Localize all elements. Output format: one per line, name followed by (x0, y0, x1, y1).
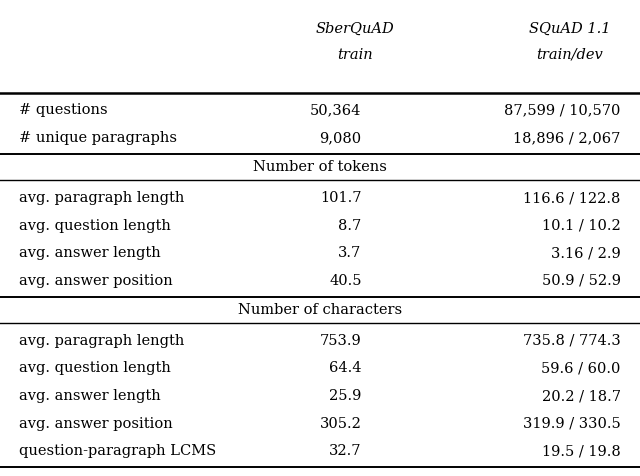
Text: 753.9: 753.9 (320, 334, 362, 348)
Text: avg. paragraph length: avg. paragraph length (19, 191, 184, 205)
Text: avg. answer position: avg. answer position (19, 274, 173, 288)
Text: 735.8 / 774.3: 735.8 / 774.3 (523, 334, 621, 348)
Text: 64.4: 64.4 (329, 361, 362, 376)
Text: 50.9 / 52.9: 50.9 / 52.9 (542, 274, 621, 288)
Text: 19.5 / 19.8: 19.5 / 19.8 (542, 444, 621, 458)
Text: SQuAD 1.1: SQuAD 1.1 (529, 21, 611, 35)
Text: 18,896 / 2,067: 18,896 / 2,067 (513, 131, 621, 145)
Text: # unique paragraphs: # unique paragraphs (19, 131, 177, 145)
Text: 32.7: 32.7 (329, 444, 362, 458)
Text: 10.1 / 10.2: 10.1 / 10.2 (542, 218, 621, 233)
Text: 305.2: 305.2 (320, 416, 362, 431)
Text: 25.9: 25.9 (329, 389, 362, 403)
Text: 40.5: 40.5 (329, 274, 362, 288)
Text: 59.6 / 60.0: 59.6 / 60.0 (541, 361, 621, 376)
Text: Number of tokens: Number of tokens (253, 160, 387, 174)
Text: avg. answer position: avg. answer position (19, 416, 173, 431)
Text: 319.9 / 330.5: 319.9 / 330.5 (523, 416, 621, 431)
Text: avg. answer length: avg. answer length (19, 389, 161, 403)
Text: 3.16 / 2.9: 3.16 / 2.9 (551, 246, 621, 260)
Text: avg. question length: avg. question length (19, 218, 171, 233)
Text: avg. paragraph length: avg. paragraph length (19, 334, 184, 348)
Text: # questions: # questions (19, 103, 108, 118)
Text: 101.7: 101.7 (320, 191, 362, 205)
Text: question-paragraph LCMS: question-paragraph LCMS (19, 444, 216, 458)
Text: 20.2 / 18.7: 20.2 / 18.7 (542, 389, 621, 403)
Text: 3.7: 3.7 (339, 246, 362, 260)
Text: 8.7: 8.7 (339, 218, 362, 233)
Text: 9,080: 9,080 (319, 131, 362, 145)
Text: train: train (337, 48, 373, 61)
Text: SberQuAD: SberQuAD (316, 21, 395, 35)
Text: 116.6 / 122.8: 116.6 / 122.8 (524, 191, 621, 205)
Text: avg. answer length: avg. answer length (19, 246, 161, 260)
Text: 87,599 / 10,570: 87,599 / 10,570 (504, 103, 621, 118)
Text: 50,364: 50,364 (310, 103, 362, 118)
Text: avg. question length: avg. question length (19, 361, 171, 376)
Text: train/dev: train/dev (536, 48, 603, 61)
Text: Number of characters: Number of characters (238, 303, 402, 317)
